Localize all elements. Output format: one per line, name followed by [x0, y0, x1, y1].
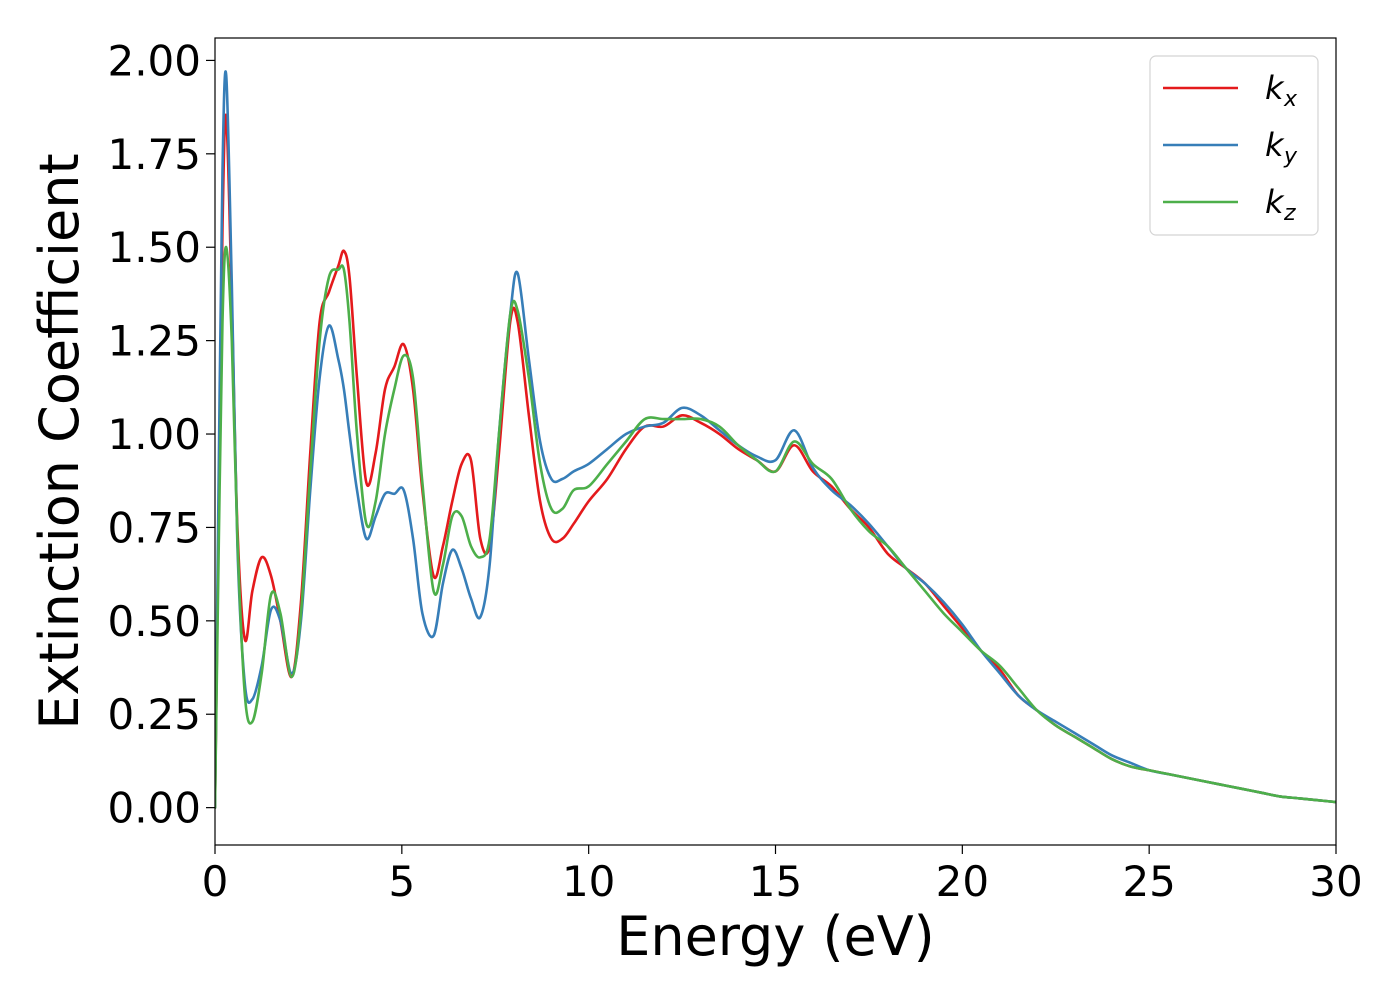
x-tick-label: 0 — [202, 857, 229, 906]
y-axis-title: Extinction Coefficient — [28, 153, 91, 729]
y-tick-label: 2.00 — [107, 36, 201, 85]
y-tick-label: 1.75 — [107, 130, 201, 179]
y-tick-label: 0.75 — [107, 503, 201, 552]
x-tick-label: 20 — [936, 857, 989, 906]
legend-label: k — [1265, 69, 1285, 107]
legend-label: k — [1265, 183, 1285, 221]
y-tick-label: 0.50 — [107, 597, 201, 646]
x-tick-label: 10 — [562, 857, 615, 906]
x-axis: 0 5 10 15 20 25 30 — [202, 845, 1363, 906]
x-tick-label: 25 — [1122, 857, 1175, 906]
legend-label-subscript: x — [1283, 87, 1298, 112]
y-tick-label: 1.00 — [107, 410, 201, 459]
x-tick-label: 5 — [388, 857, 415, 906]
y-tick-label: 1.50 — [107, 223, 201, 272]
y-tick-label: 1.25 — [107, 317, 201, 366]
legend: k xk yk z — [1149, 55, 1319, 236]
x-tick-label: 30 — [1309, 857, 1362, 906]
y-axis: 0.00 0.25 0.50 0.75 1.00 1.25 1.50 1.75 2.00 — [107, 36, 215, 833]
legend-label-subscript: z — [1283, 201, 1296, 226]
y-tick-label: 0.25 — [107, 690, 201, 739]
x-tick-label: 15 — [749, 857, 802, 906]
y-tick-label: 0.00 — [107, 784, 201, 833]
series-line-z — [215, 245, 1336, 809]
plot-area — [215, 70, 1336, 809]
x-axis-title: Energy (eV) — [616, 905, 935, 968]
legend-label-subscript: y — [1283, 144, 1298, 169]
legend-label: k — [1265, 126, 1285, 164]
